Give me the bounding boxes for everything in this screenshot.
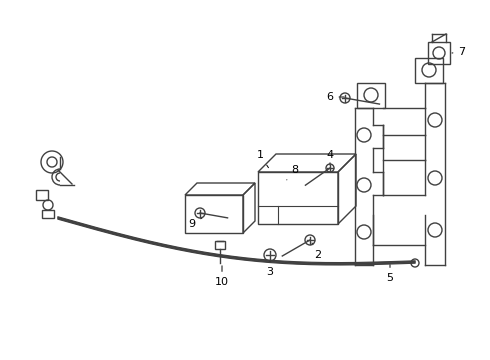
Text: 2: 2 [312, 243, 321, 260]
Text: 9: 9 [189, 218, 202, 229]
Text: 5: 5 [387, 265, 393, 283]
Text: 8: 8 [287, 165, 298, 180]
Bar [357, 83, 385, 108]
Bar [36, 190, 48, 200]
Text: 10: 10 [215, 266, 229, 287]
Bar [42, 210, 54, 218]
Text: 1: 1 [256, 150, 269, 168]
Text: 7: 7 [452, 47, 466, 57]
Bar [258, 172, 338, 224]
Text: 4: 4 [326, 150, 334, 165]
Bar [215, 241, 225, 249]
Bar [415, 58, 443, 83]
Text: 3: 3 [267, 261, 273, 277]
Bar [185, 195, 243, 233]
Bar [428, 42, 450, 64]
Text: 6: 6 [326, 92, 344, 102]
